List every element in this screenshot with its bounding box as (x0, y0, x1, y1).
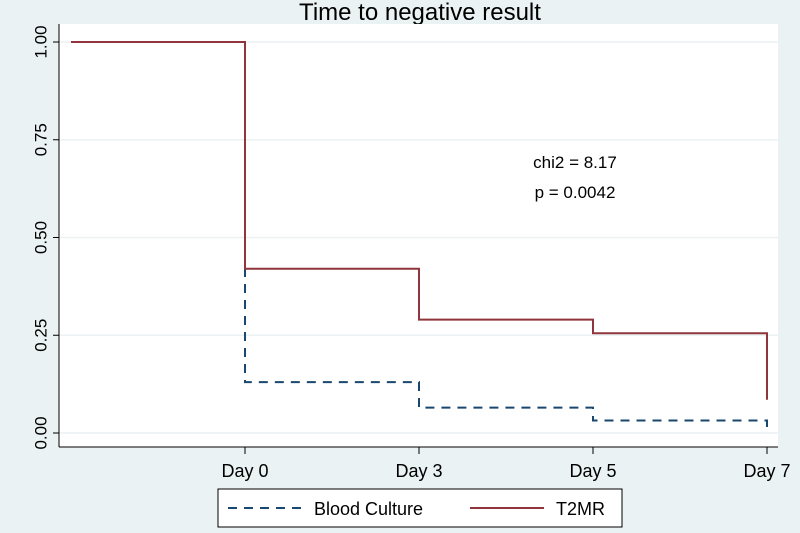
annotation-chi2: chi2 = 8.17 (533, 153, 617, 172)
y-axis: 0.00 0.25 0.50 0.75 1.00 (31, 24, 60, 450)
series-group (71, 41, 768, 433)
y-tick-label: 1.00 (31, 25, 50, 58)
y-tick-label: 0.75 (31, 123, 50, 156)
series-line-blood-culture (71, 41, 768, 433)
x-tick-label: Day 7 (743, 461, 790, 481)
plot-area (59, 24, 778, 447)
chart-title: Time to negative result (299, 0, 541, 26)
y-tick-label: 0.00 (31, 416, 50, 449)
x-tick-label: Day 3 (395, 461, 442, 481)
legend-label-t2mr: T2MR (556, 499, 605, 519)
x-tick-label: Day 5 (569, 461, 616, 481)
y-tick-label: 0.25 (31, 319, 50, 352)
x-axis: Day 0 Day 3 Day 5 Day 7 (59, 446, 791, 481)
legend-label-blood-culture: Blood Culture (314, 499, 423, 519)
series-line-t2mr (71, 41, 768, 400)
legend: Blood Culture T2MR (217, 488, 623, 528)
annotation-p-value: p = 0.0042 (535, 183, 616, 202)
legend-box (217, 488, 623, 528)
y-tick-label: 0.50 (31, 221, 50, 254)
x-tick-label: Day 0 (221, 461, 268, 481)
